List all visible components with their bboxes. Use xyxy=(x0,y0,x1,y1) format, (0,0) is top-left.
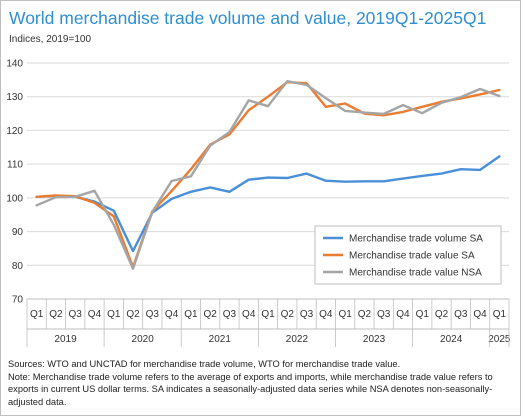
methodology-note: Note: Merchandise trade volume refers to… xyxy=(8,371,493,407)
x-tick-label: Q1 xyxy=(416,309,430,320)
legend-label: Merchandise trade value NSA xyxy=(349,268,482,279)
x-tick-label: Q4 xyxy=(165,309,179,320)
x-tick-label: Q1 xyxy=(184,309,198,320)
y-tick-label: 90 xyxy=(12,227,24,238)
x-tick-label: Q1 xyxy=(261,309,275,320)
year-label: 2023 xyxy=(363,334,386,345)
x-tick-label: Q2 xyxy=(203,309,217,320)
x-tick-label: Q4 xyxy=(242,309,256,320)
year-label: 2024 xyxy=(440,334,463,345)
chart-subtitle: Indices, 2019=100 xyxy=(9,34,92,45)
x-tick-label: Q2 xyxy=(435,309,449,320)
x-tick-label: Q3 xyxy=(146,309,160,320)
legend-box xyxy=(314,225,502,285)
x-tick-label: Q4 xyxy=(473,309,487,320)
legend-label: Merchandise trade volume SA xyxy=(349,234,483,245)
y-tick-label: 140 xyxy=(6,59,23,70)
chart-notes: Sources: WTO and UNCTAD for merchandise … xyxy=(8,358,516,408)
y-tick-label: 100 xyxy=(6,193,23,204)
y-tick-label: 120 xyxy=(6,126,23,137)
x-tick-label: Q3 xyxy=(454,309,468,320)
y-tick-label: 70 xyxy=(12,295,24,306)
x-tick-label: Q1 xyxy=(30,309,44,320)
legend-label: Merchandise trade value SA xyxy=(349,251,475,262)
year-label: 2021 xyxy=(209,334,232,345)
x-tick-label: Q3 xyxy=(300,309,314,320)
y-tick-label: 130 xyxy=(6,92,23,103)
x-tick-label: Q1 xyxy=(107,309,121,320)
chart-title: World merchandise trade volume and value… xyxy=(9,8,487,28)
x-tick-label: Q4 xyxy=(88,309,102,320)
x-tick-label: Q3 xyxy=(223,309,237,320)
x-tick-label: Q2 xyxy=(358,309,372,320)
series-line-1 xyxy=(35,80,501,269)
y-tick-label: 110 xyxy=(7,160,23,171)
x-tick-label: Q3 xyxy=(69,309,83,320)
year-label: 2020 xyxy=(132,334,155,345)
x-tick-label: Q3 xyxy=(377,309,391,320)
y-tick-label: 80 xyxy=(12,261,24,272)
series-line-2 xyxy=(35,79,501,270)
series-line-0 xyxy=(35,155,501,253)
x-tick-label: Q4 xyxy=(396,309,410,320)
year-label: 2022 xyxy=(286,334,309,345)
x-tick-label: Q4 xyxy=(319,309,333,320)
x-tick-label: Q2 xyxy=(49,309,63,320)
sources-note: Sources: WTO and UNCTAD for merchandise … xyxy=(8,359,401,369)
x-tick-label: Q1 xyxy=(338,309,352,320)
year-label: 2025 xyxy=(488,334,511,345)
x-tick-label: Q2 xyxy=(281,309,295,320)
year-label: 2019 xyxy=(54,334,77,345)
x-tick-label: Q1 xyxy=(493,309,507,320)
x-tick-label: Q2 xyxy=(126,309,140,320)
